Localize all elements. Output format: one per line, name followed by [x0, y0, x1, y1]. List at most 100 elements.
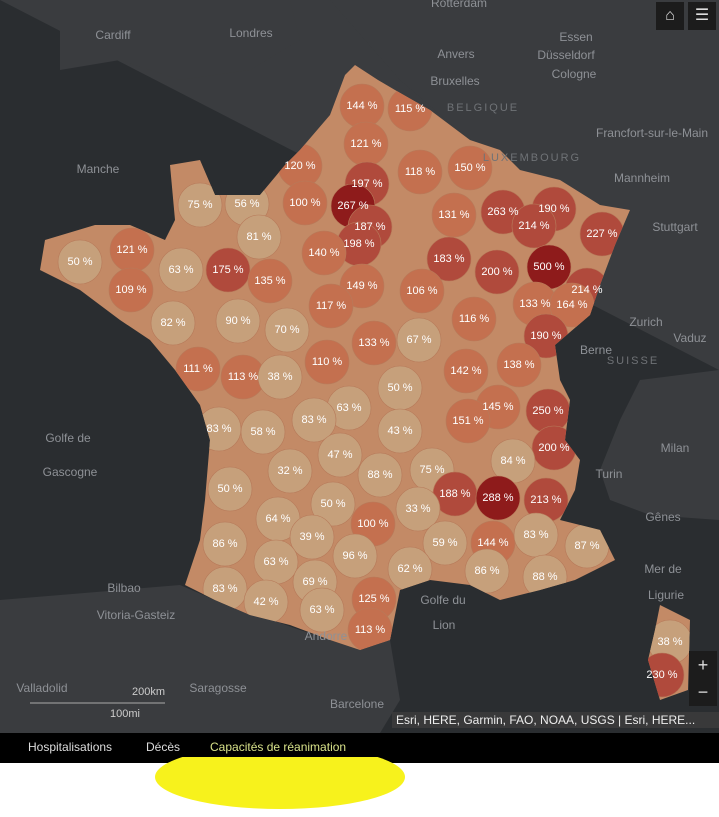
department: [177, 182, 223, 228]
place-label: Andorre: [305, 629, 348, 643]
department-label: 197 %: [351, 178, 382, 190]
department: [464, 548, 510, 594]
department-label: 39 %: [299, 531, 324, 543]
zoom-out[interactable]: −: [689, 678, 717, 706]
department-label: 38 %: [267, 371, 292, 383]
place-label: Zurich: [629, 315, 662, 329]
department-label: 84 %: [500, 455, 525, 467]
place-label: Essen: [559, 30, 592, 44]
place-label: Vaduz: [673, 331, 706, 345]
home-button[interactable]: ⌂: [656, 2, 684, 30]
department-label: 86 %: [474, 565, 499, 577]
land: [0, 585, 400, 733]
tab[interactable]: Hospitalisations: [28, 740, 113, 754]
place-label: Stuttgart: [652, 220, 698, 234]
department-label: 63 %: [309, 604, 334, 616]
land: [60, 0, 300, 80]
scale-km: 200km: [132, 686, 165, 698]
department-label: 164 %: [556, 299, 587, 311]
department: [267, 448, 313, 494]
department-label: 187 %: [354, 221, 385, 233]
zoom-in[interactable]: +: [689, 651, 717, 679]
department: [301, 230, 347, 276]
department: [282, 180, 328, 226]
department-label: 116 %: [459, 313, 490, 325]
place-label: Berne: [580, 343, 612, 357]
department: [396, 317, 442, 363]
department-label: 213 %: [530, 494, 561, 506]
department-label: 42 %: [253, 596, 278, 608]
department-label: 250 %: [532, 405, 563, 417]
department: [399, 268, 445, 314]
department-label: 100 %: [357, 518, 388, 530]
department-label: 96 %: [342, 550, 367, 562]
place-label: SUISSE: [607, 355, 659, 367]
department-label: 64 %: [265, 513, 290, 525]
place-label: Turin: [596, 467, 623, 481]
department-label: 183 %: [433, 253, 464, 265]
highlight-mark: [155, 757, 405, 809]
department: [377, 408, 423, 454]
department-label: 59 %: [432, 537, 457, 549]
place-labels: Cardiff Londres Rotterdam Essen Anvers Düssel…: [16, 0, 708, 711]
place-label: Gascogne: [43, 465, 98, 479]
department: [175, 346, 221, 392]
place-label: BELGIQUE: [447, 102, 519, 114]
map[interactable]: 144 % 115 % 121 % 120 % 197 % 118 % 150 % 75 % 5…: [0, 0, 719, 733]
department-label: 110 %: [312, 356, 343, 368]
department-label: 86 %: [212, 538, 237, 550]
department: [511, 203, 557, 249]
department: [247, 258, 293, 304]
department: [291, 397, 337, 443]
scale-mi: 100mi: [110, 708, 140, 720]
department-label: 63 %: [336, 402, 361, 414]
department-label: 100 %: [289, 197, 320, 209]
place-label: Lion: [433, 618, 456, 632]
department: [422, 520, 468, 566]
place-label: Düsseldorf: [537, 48, 595, 62]
department-label: 32 %: [277, 465, 302, 477]
department-label: 56 %: [234, 198, 259, 210]
department-label: 138 %: [503, 359, 534, 371]
legend-button[interactable]: ☰: [688, 2, 716, 30]
department-label: 111 %: [183, 363, 213, 375]
department-label: 200 %: [481, 266, 512, 278]
department-label: 58 %: [250, 426, 275, 438]
department-label: 47 %: [327, 449, 352, 461]
department-label: 88 %: [367, 469, 392, 481]
department: [475, 475, 521, 521]
tab[interactable]: Décès: [146, 740, 181, 754]
department: [451, 296, 497, 342]
department-label: 82 %: [160, 317, 185, 329]
department-label: 67 %: [406, 334, 431, 346]
department-label: 133 %: [519, 298, 550, 310]
department: [289, 514, 335, 560]
attribution: Esri, HERE, Garmin, FAO, NOAA, USGS | Es…: [392, 712, 719, 728]
department: [426, 236, 472, 282]
department: [257, 354, 303, 400]
place-label: Bilbao: [107, 581, 141, 595]
department-label: 50 %: [320, 498, 345, 510]
place-label: Gênes: [645, 510, 680, 524]
department-label: 200 %: [538, 442, 569, 454]
department-label: 33 %: [405, 503, 430, 515]
department: [308, 283, 354, 329]
department-label: 121 %: [350, 138, 381, 150]
department: [236, 214, 282, 260]
department: [215, 298, 261, 344]
department-label: 90 %: [225, 315, 250, 327]
department-label: 190 %: [530, 330, 561, 342]
place-label: Cologne: [552, 67, 597, 81]
department-label: 75 %: [187, 199, 212, 211]
department: [57, 239, 103, 285]
place-label: Mannheim: [614, 171, 670, 185]
department-label: 50 %: [387, 382, 412, 394]
department-label: 288 %: [482, 492, 513, 504]
department: [310, 481, 356, 527]
department-label: 214 %: [571, 284, 602, 296]
department-label: 81 %: [246, 231, 271, 243]
department-labels: 144 % 115 % 121 % 120 % 197 % 118 % 150 % 75 % 5…: [67, 100, 682, 681]
department: [431, 192, 477, 238]
department-label: 113 %: [228, 371, 259, 383]
department: [304, 339, 350, 385]
